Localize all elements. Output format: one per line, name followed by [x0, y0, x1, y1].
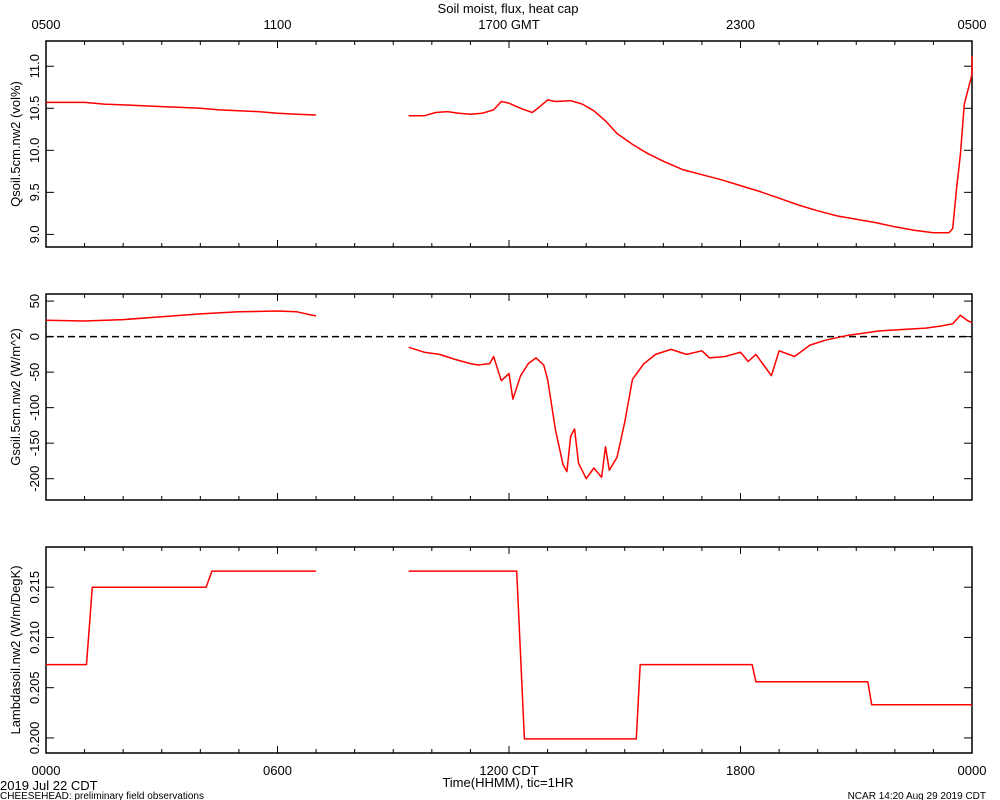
bottom-tick-label: 1800 — [726, 763, 755, 778]
top-tick-label: 1100 — [264, 17, 292, 32]
top-tick-label: 1700 GMT — [478, 17, 539, 32]
panel-1-ticks: 9.0 9.5 10.0 10.5 11.0 — [27, 41, 973, 247]
bottom-tick-label: 0000 — [958, 763, 987, 778]
panel-2-ticks: -200 -150 -100 -50 0 50 — [27, 294, 973, 500]
panel-2-frame — [45, 293, 973, 501]
panel-2-marks — [45, 310, 973, 480]
y-tick-label: 9.0 — [27, 225, 42, 243]
panel-3-marks — [46, 570, 972, 740]
y-tick-label: 10.0 — [27, 138, 42, 163]
panel-1-ylabel: Qsoil.5cm.nw2 (vol%) — [8, 81, 23, 207]
panel-3-ticks: 0.200 0.205 0.210 0.215 — [27, 547, 973, 755]
footer-left: CHEESEHEAD: preliminary field observatio… — [0, 791, 204, 800]
footer-right: NCAR 14:20 Aug 29 2019 CDT — [848, 791, 986, 800]
bottom-tick-label: 1200 CDT — [479, 763, 538, 778]
bottom-time-axis: 0000 0600 1200 CDT 1800 0000 — [32, 763, 987, 778]
y-tick-label: 0.210 — [27, 621, 42, 654]
top-tick-label: 2300 — [726, 17, 755, 32]
top-tick-label: 0500 — [958, 17, 987, 32]
y-tick-label: 11.0 — [27, 54, 42, 78]
series-line — [408, 56, 973, 234]
panel-soil-moisture: 9.0 9.5 10.0 10.5 11.0 Qsoil.5cm.nw2 (vol%) — [8, 40, 973, 248]
panel-3-ylabel: Lambdasoil.nw2 (W/m/DegK) — [8, 565, 23, 734]
y-tick-label: 50 — [27, 294, 42, 308]
top-time-axis: 0500 1100 1700 GMT 2300 0500 — [32, 17, 987, 32]
panel-1-marks — [46, 56, 973, 234]
y-tick-label: 10.5 — [27, 96, 42, 121]
panel-soil-heat-flux: -200 -150 -100 -50 0 50 Gsoil.5cm.nw2 (W/m^2) — [8, 293, 973, 501]
y-tick-label: -150 — [27, 430, 42, 456]
series-line — [408, 314, 973, 480]
y-tick-label: -50 — [27, 363, 42, 382]
y-tick-label: 0 — [27, 333, 42, 340]
panel-1-frame — [45, 40, 973, 248]
panel-3-frame — [45, 546, 973, 754]
bottom-tick-label: 0000 — [32, 763, 61, 778]
top-tick-label: 0500 — [32, 17, 61, 32]
y-tick-label: 0.200 — [27, 722, 42, 755]
y-tick-label: 0.205 — [27, 671, 42, 704]
bottom-tick-label: 0600 — [263, 763, 292, 778]
series-line — [46, 101, 317, 116]
series-line — [46, 570, 317, 666]
y-tick-label: -100 — [27, 395, 42, 421]
panel-thermal-conductivity: 0.200 0.205 0.210 0.215 Lambdasoil.nw2 (W/m… — [8, 546, 973, 755]
y-tick-label: -200 — [27, 466, 42, 492]
y-tick-label: 0.215 — [27, 571, 42, 604]
panel-2-ylabel: Gsoil.5cm.nw2 (W/m^2) — [8, 328, 23, 466]
series-line — [408, 570, 972, 740]
chart-title: Soil moist, flux, heat cap — [438, 1, 579, 16]
x-axis-label: Time(HHMM), tic=1HR — [442, 775, 573, 790]
y-tick-label: 9.5 — [27, 183, 42, 201]
series-line — [45, 310, 317, 322]
footer-date: 2019 Jul 22 CDT — [0, 778, 98, 793]
